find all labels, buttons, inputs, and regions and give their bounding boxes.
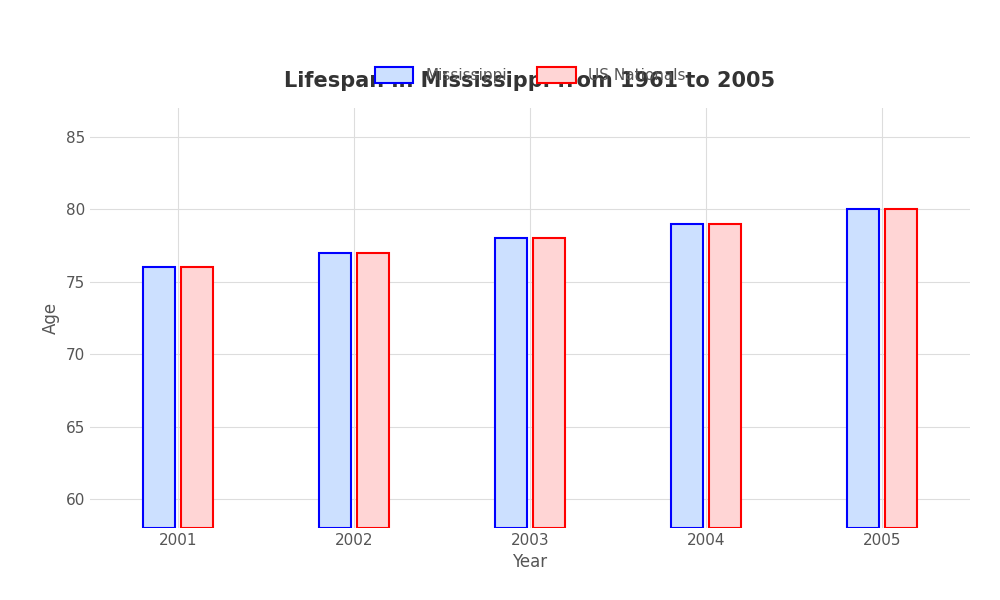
Title: Lifespan in Mississippi from 1961 to 2005: Lifespan in Mississippi from 1961 to 200… bbox=[284, 71, 776, 91]
X-axis label: Year: Year bbox=[512, 553, 548, 571]
Bar bbox=[357, 253, 389, 528]
Bar bbox=[319, 253, 351, 528]
Bar bbox=[181, 268, 213, 528]
Bar bbox=[885, 209, 917, 528]
Y-axis label: Age: Age bbox=[42, 302, 60, 334]
Bar bbox=[495, 238, 527, 528]
Legend: Mississippi, US Nationals: Mississippi, US Nationals bbox=[369, 61, 691, 89]
Bar bbox=[533, 238, 565, 528]
Bar bbox=[143, 268, 175, 528]
Bar bbox=[847, 209, 879, 528]
Bar bbox=[709, 224, 741, 528]
Bar bbox=[671, 224, 703, 528]
